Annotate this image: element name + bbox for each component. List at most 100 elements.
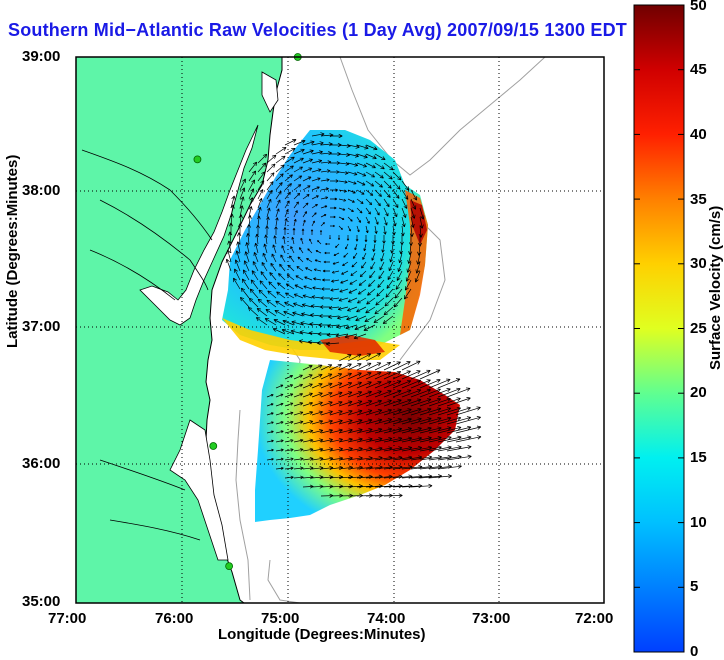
velocity-arrow xyxy=(275,208,280,218)
velocity-arrow xyxy=(256,307,268,317)
velocity-arrow xyxy=(236,241,241,254)
velocity-arrow xyxy=(311,401,323,407)
velocity-arrow xyxy=(437,426,462,434)
velocity-arrow xyxy=(273,235,277,245)
velocity-arrow xyxy=(257,180,265,191)
velocity-arrow xyxy=(373,235,377,243)
velocity-arrow xyxy=(320,410,333,416)
velocity-arrow xyxy=(311,141,324,146)
velocity-arrow xyxy=(311,168,322,173)
velocity-arrow xyxy=(306,257,313,263)
velocity-arrow xyxy=(356,418,373,425)
velocity-arrow xyxy=(373,315,385,324)
velocity-arrow xyxy=(389,252,394,263)
velocity-arrow xyxy=(311,447,324,452)
velocity-arrow xyxy=(401,370,421,380)
velocity-arrow xyxy=(338,391,353,398)
velocity-arrow xyxy=(338,198,347,202)
y-tick-label: 38:00 xyxy=(22,182,61,199)
velocity-arrow xyxy=(242,269,250,281)
velocity-arrow xyxy=(365,409,383,416)
velocity-arrow xyxy=(285,283,295,290)
velocity-arrow xyxy=(347,189,356,194)
velocity-arrow xyxy=(272,244,277,254)
velocity-arrow xyxy=(257,298,268,308)
velocity-arrow xyxy=(275,155,286,164)
velocity-arrow xyxy=(310,304,322,308)
velocity-arrow xyxy=(347,400,363,407)
station-marker xyxy=(225,562,234,571)
velocity-arrow xyxy=(293,210,298,218)
colorbar-tick-label: 5 xyxy=(690,578,699,595)
velocity-arrows xyxy=(225,132,482,498)
velocity-arrow xyxy=(248,206,253,218)
velocity-arrow xyxy=(266,412,274,416)
velocity-arrow xyxy=(287,264,295,272)
velocity-arrow xyxy=(392,408,412,416)
velocity-arrow xyxy=(355,235,359,242)
velocity-arrow xyxy=(311,195,319,200)
velocity-arrow xyxy=(271,253,277,263)
velocity-arrow xyxy=(284,475,294,480)
velocity-arrow xyxy=(419,388,441,398)
velocity-arrow xyxy=(392,398,412,407)
velocity-arrow xyxy=(320,205,328,209)
velocity-arrow xyxy=(264,318,277,326)
velocity-arrow xyxy=(356,362,372,371)
velocity-arrow xyxy=(386,279,394,289)
velocity-arrow xyxy=(235,250,241,263)
velocity-arrow xyxy=(320,160,332,164)
colorbar-tick-label: 40 xyxy=(690,126,707,143)
velocity-arrow xyxy=(320,196,329,200)
velocity-arrow xyxy=(428,416,452,425)
sound-inlet-2 xyxy=(109,519,201,541)
velocity-arrow xyxy=(338,382,353,389)
velocity-arrow xyxy=(338,207,346,211)
velocity-arrow xyxy=(329,373,343,380)
velocity-arrow xyxy=(399,243,403,255)
velocity-arrow xyxy=(284,384,294,389)
velocity-arrow xyxy=(341,270,349,275)
velocity-arrow xyxy=(419,426,442,434)
velocity-arrow xyxy=(272,328,286,335)
velocity-arrow xyxy=(356,390,372,398)
velocity-arrow xyxy=(323,260,330,264)
velocity-arrow xyxy=(364,235,368,243)
velocity-arrow xyxy=(455,406,481,416)
velocity-arrow xyxy=(282,319,295,326)
velocity-arrow xyxy=(401,198,408,209)
velocity-arrow xyxy=(363,324,376,331)
velocity-arrow xyxy=(320,178,330,182)
velocity-arrow xyxy=(293,420,304,425)
velocity-arrow xyxy=(265,308,277,317)
velocity-arrow xyxy=(348,288,358,294)
velocity-arrow xyxy=(301,312,313,317)
velocity-arrow xyxy=(260,271,268,281)
velocity-arrow xyxy=(365,418,383,425)
velocity-arrow xyxy=(309,238,313,245)
velocity-arrow xyxy=(292,227,296,235)
velocity-arrow xyxy=(383,493,403,498)
velocity-arrow xyxy=(329,400,343,407)
velocity-arrow xyxy=(273,319,286,326)
velocity-arrow xyxy=(416,252,421,265)
velocity-arrow xyxy=(383,306,394,316)
velocity-arrow xyxy=(419,397,442,407)
velocity-arrow xyxy=(347,162,359,167)
velocity-arrow xyxy=(320,187,329,191)
velocity-arrow xyxy=(329,428,343,434)
velocity-arrow xyxy=(338,419,353,425)
velocity-arrow xyxy=(347,409,363,416)
velocity-arrow xyxy=(362,252,367,260)
bathymetry-contour-4 xyxy=(267,559,301,603)
velocity-arrow xyxy=(234,268,241,281)
velocity-arrow xyxy=(311,295,322,299)
velocity-arrow xyxy=(300,237,304,245)
y-tick-label: 37:00 xyxy=(22,318,61,335)
velocity-arrow xyxy=(392,427,412,434)
velocity-arrow xyxy=(293,402,304,407)
velocity-arrow xyxy=(320,222,325,227)
velocity-arrow xyxy=(302,167,313,173)
velocity-arrow xyxy=(374,162,385,170)
velocity-arrow xyxy=(374,380,392,389)
